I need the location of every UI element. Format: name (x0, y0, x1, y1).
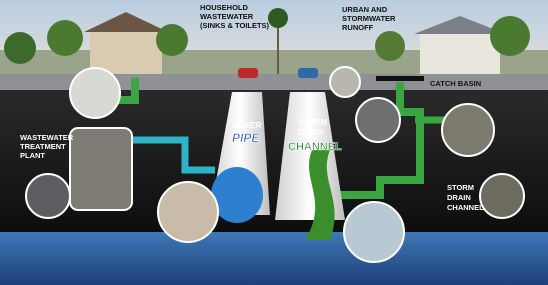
label-line: STORM (298, 118, 327, 127)
palm-crown (268, 8, 288, 28)
car (298, 68, 318, 78)
tree (156, 24, 188, 56)
label-line: DRAIN (298, 128, 324, 137)
tree (375, 31, 405, 61)
runoff-photo (330, 67, 360, 97)
label-line: PLANT (20, 151, 45, 160)
treatment-plant-photo (70, 128, 132, 210)
label-line: CHANNEL (288, 141, 342, 153)
label-line: STORMWATER (342, 14, 396, 23)
label-line: (SINKS & TOILETS) (200, 21, 270, 30)
car (238, 68, 258, 78)
tree (490, 16, 530, 56)
label-line: RUNOFF (342, 23, 374, 32)
catch-basin-photo (356, 98, 400, 142)
label-line: SEWER (232, 121, 262, 130)
label-line: PIPE (232, 131, 260, 145)
plant-photo (26, 174, 70, 218)
label-line: CATCH BASIN (430, 79, 481, 88)
label-line: DRAIN (447, 193, 471, 202)
label-line: WASTEWATER (20, 133, 74, 142)
tree (4, 32, 36, 64)
label-line: HOUSEHOLD (200, 3, 249, 12)
label-line: STORM (447, 183, 474, 192)
beach-photo (344, 202, 404, 262)
catch-basin-grate (376, 76, 424, 81)
label-line: TREATMENT (20, 142, 66, 151)
channel-photo (480, 174, 524, 218)
sewer-photo (158, 182, 218, 242)
toilet-photo (70, 68, 120, 118)
label-line: CHANNEL (447, 203, 484, 212)
tree (47, 20, 83, 56)
water (0, 232, 548, 285)
diagram: HOUSEHOLD WASTEWATER (SINKS & TOILETS) U… (0, 0, 548, 285)
outfall-photo (442, 104, 494, 156)
label-line: URBAN AND (342, 5, 388, 14)
house (420, 32, 500, 75)
label-line: WASTEWATER (200, 12, 254, 21)
